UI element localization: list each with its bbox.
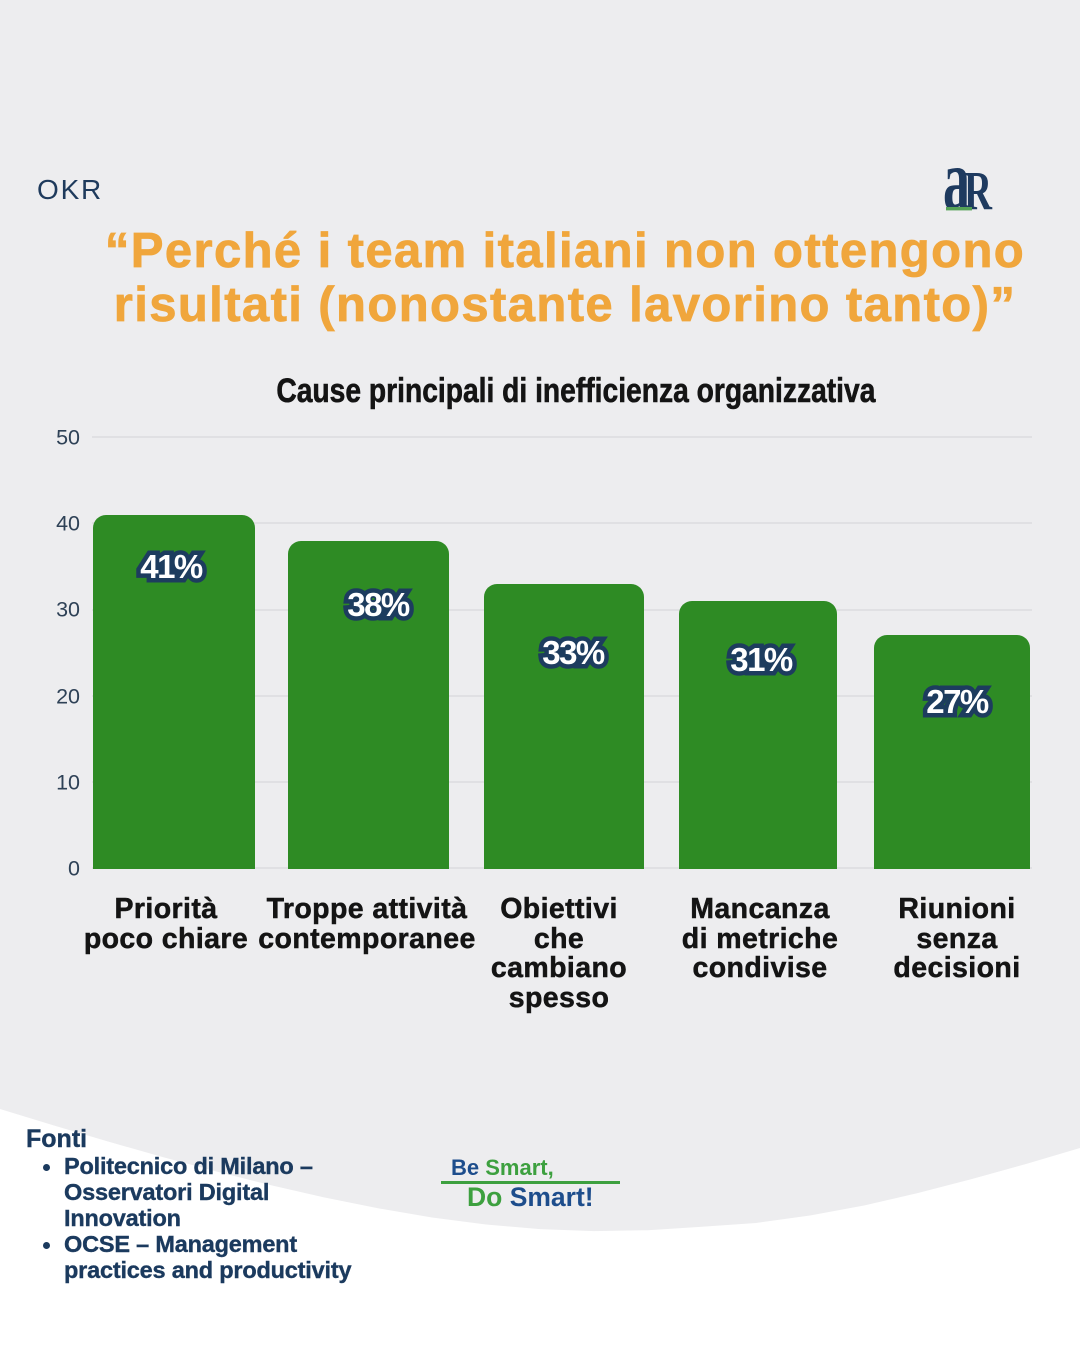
svg-text:R: R bbox=[964, 161, 993, 222]
svg-text:a: a bbox=[943, 131, 970, 228]
